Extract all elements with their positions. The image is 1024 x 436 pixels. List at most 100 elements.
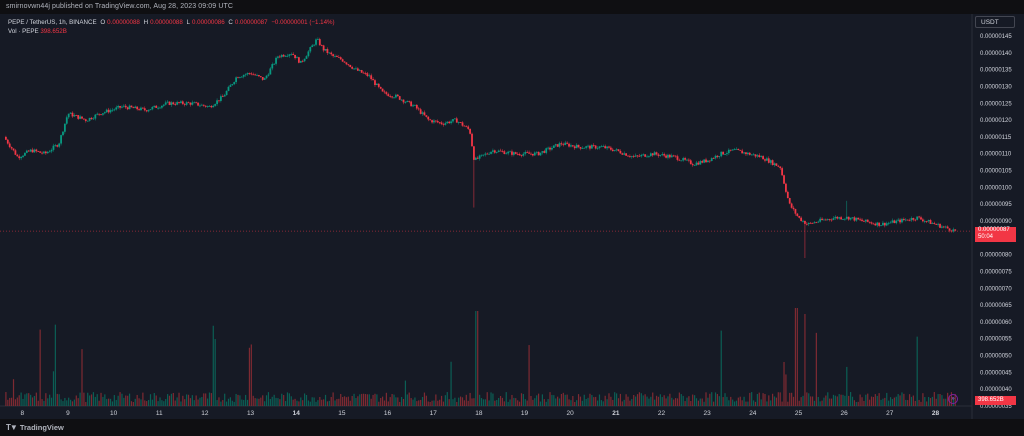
candle-body (180, 101, 182, 103)
volume-bar (692, 394, 694, 406)
candle-body (16, 154, 19, 157)
candle-body (718, 156, 721, 157)
volume-bar (667, 396, 669, 406)
candle-body (412, 105, 414, 107)
candle-body (92, 118, 95, 120)
candle-body (162, 104, 165, 106)
x-tick-label: 26 (841, 410, 849, 417)
candle-body (560, 143, 563, 145)
candle-body (589, 145, 591, 149)
symbol-label[interactable]: PEPE / TetherUS, 1h, BINANCE (8, 19, 97, 26)
candle-body (358, 70, 361, 71)
candle-body (765, 158, 768, 161)
volume-bar (317, 400, 319, 406)
candle-body (191, 102, 194, 105)
volume-bar (311, 397, 313, 406)
candle-body (27, 150, 30, 152)
volume-bar (106, 399, 108, 406)
candle-body (368, 75, 371, 77)
candle-body (62, 131, 64, 136)
tradingview-logo[interactable]: T▼ TradingView (6, 423, 64, 432)
volume-label[interactable]: Vol · PEPE (8, 28, 39, 35)
volume-bar (359, 394, 361, 406)
candle-body (370, 75, 373, 80)
volume-bar (172, 392, 174, 406)
candle-body (377, 83, 380, 87)
candle-body (629, 156, 631, 157)
volume-bar (205, 393, 207, 406)
candle-body (495, 151, 498, 153)
candle-body (315, 39, 317, 45)
candle-body (362, 72, 365, 74)
volume-bar (539, 401, 542, 406)
chart-legend: PEPE / TetherUS, 1h, BINANCE O 0.00000088… (8, 18, 337, 36)
candle-body (52, 145, 55, 150)
volume-bar (252, 395, 254, 406)
candle-body (484, 153, 487, 155)
candle-body (318, 39, 321, 46)
volume-bar (286, 392, 289, 406)
price-volume-chart[interactable]: 0.00000145 0.00000140 0.00000135 0.00000130… (0, 14, 1024, 419)
volume-bar (507, 401, 509, 406)
candle-body (497, 150, 500, 152)
volume-bar (109, 398, 112, 406)
candle-body (134, 106, 137, 109)
candle-body (944, 226, 947, 228)
volume-bar (376, 394, 378, 406)
volume-bar (730, 396, 732, 406)
candle-body (379, 86, 382, 89)
volume-bar (901, 392, 903, 406)
candle-body (406, 100, 409, 102)
volume-bar (224, 393, 226, 406)
volume-bar (832, 394, 835, 406)
volume-bar (686, 397, 688, 406)
candle-body (845, 216, 848, 219)
volume-bar (225, 401, 228, 406)
volume-bar (52, 371, 55, 406)
candle-body (33, 149, 36, 153)
volume-bar (606, 399, 608, 406)
volume-bar (823, 397, 825, 406)
volume-bar (113, 395, 115, 406)
volume-bar (127, 395, 129, 406)
volume-bar (47, 398, 49, 406)
candle-body (14, 150, 17, 155)
candle-body (473, 146, 475, 160)
candle-body (792, 207, 795, 210)
candle-body (126, 107, 129, 110)
candle-body (891, 220, 894, 223)
volume-bar (372, 394, 374, 406)
chart-pane[interactable]: 0.00000145 0.00000140 0.00000135 0.00000130… (0, 14, 1024, 419)
candle-body (866, 219, 869, 222)
candle-body (785, 183, 787, 192)
volume-bar (829, 398, 831, 406)
volume-bar (465, 394, 467, 406)
candle-body (463, 125, 466, 127)
volume-bar (633, 394, 635, 406)
volume-bar (595, 396, 597, 406)
candle-body (575, 144, 578, 149)
candle-body (849, 217, 852, 220)
volume-bar (610, 396, 612, 406)
open-value: 0.00000088 (107, 19, 140, 26)
volume-bar (522, 394, 524, 406)
candle-body (455, 118, 458, 123)
candle-body (356, 68, 359, 71)
volume-bar (773, 396, 776, 406)
candle-body (124, 105, 127, 108)
candle-body (410, 101, 413, 107)
volume-bar (210, 393, 212, 406)
currency-button[interactable]: USDT (975, 16, 1015, 28)
volume-bar (572, 395, 574, 406)
y-tick-label: 0.00000135 (980, 68, 1012, 74)
candle-body (859, 219, 862, 221)
volume-bar (517, 400, 519, 406)
candle-body (908, 220, 911, 222)
goto-realtime-icon[interactable]: » (948, 394, 958, 404)
candle-body (604, 146, 607, 149)
x-tick-label: 10 (110, 410, 118, 417)
candle-body (592, 145, 595, 146)
volume-bar (275, 397, 277, 406)
candle-body (843, 218, 846, 220)
volume-bar (825, 395, 827, 406)
